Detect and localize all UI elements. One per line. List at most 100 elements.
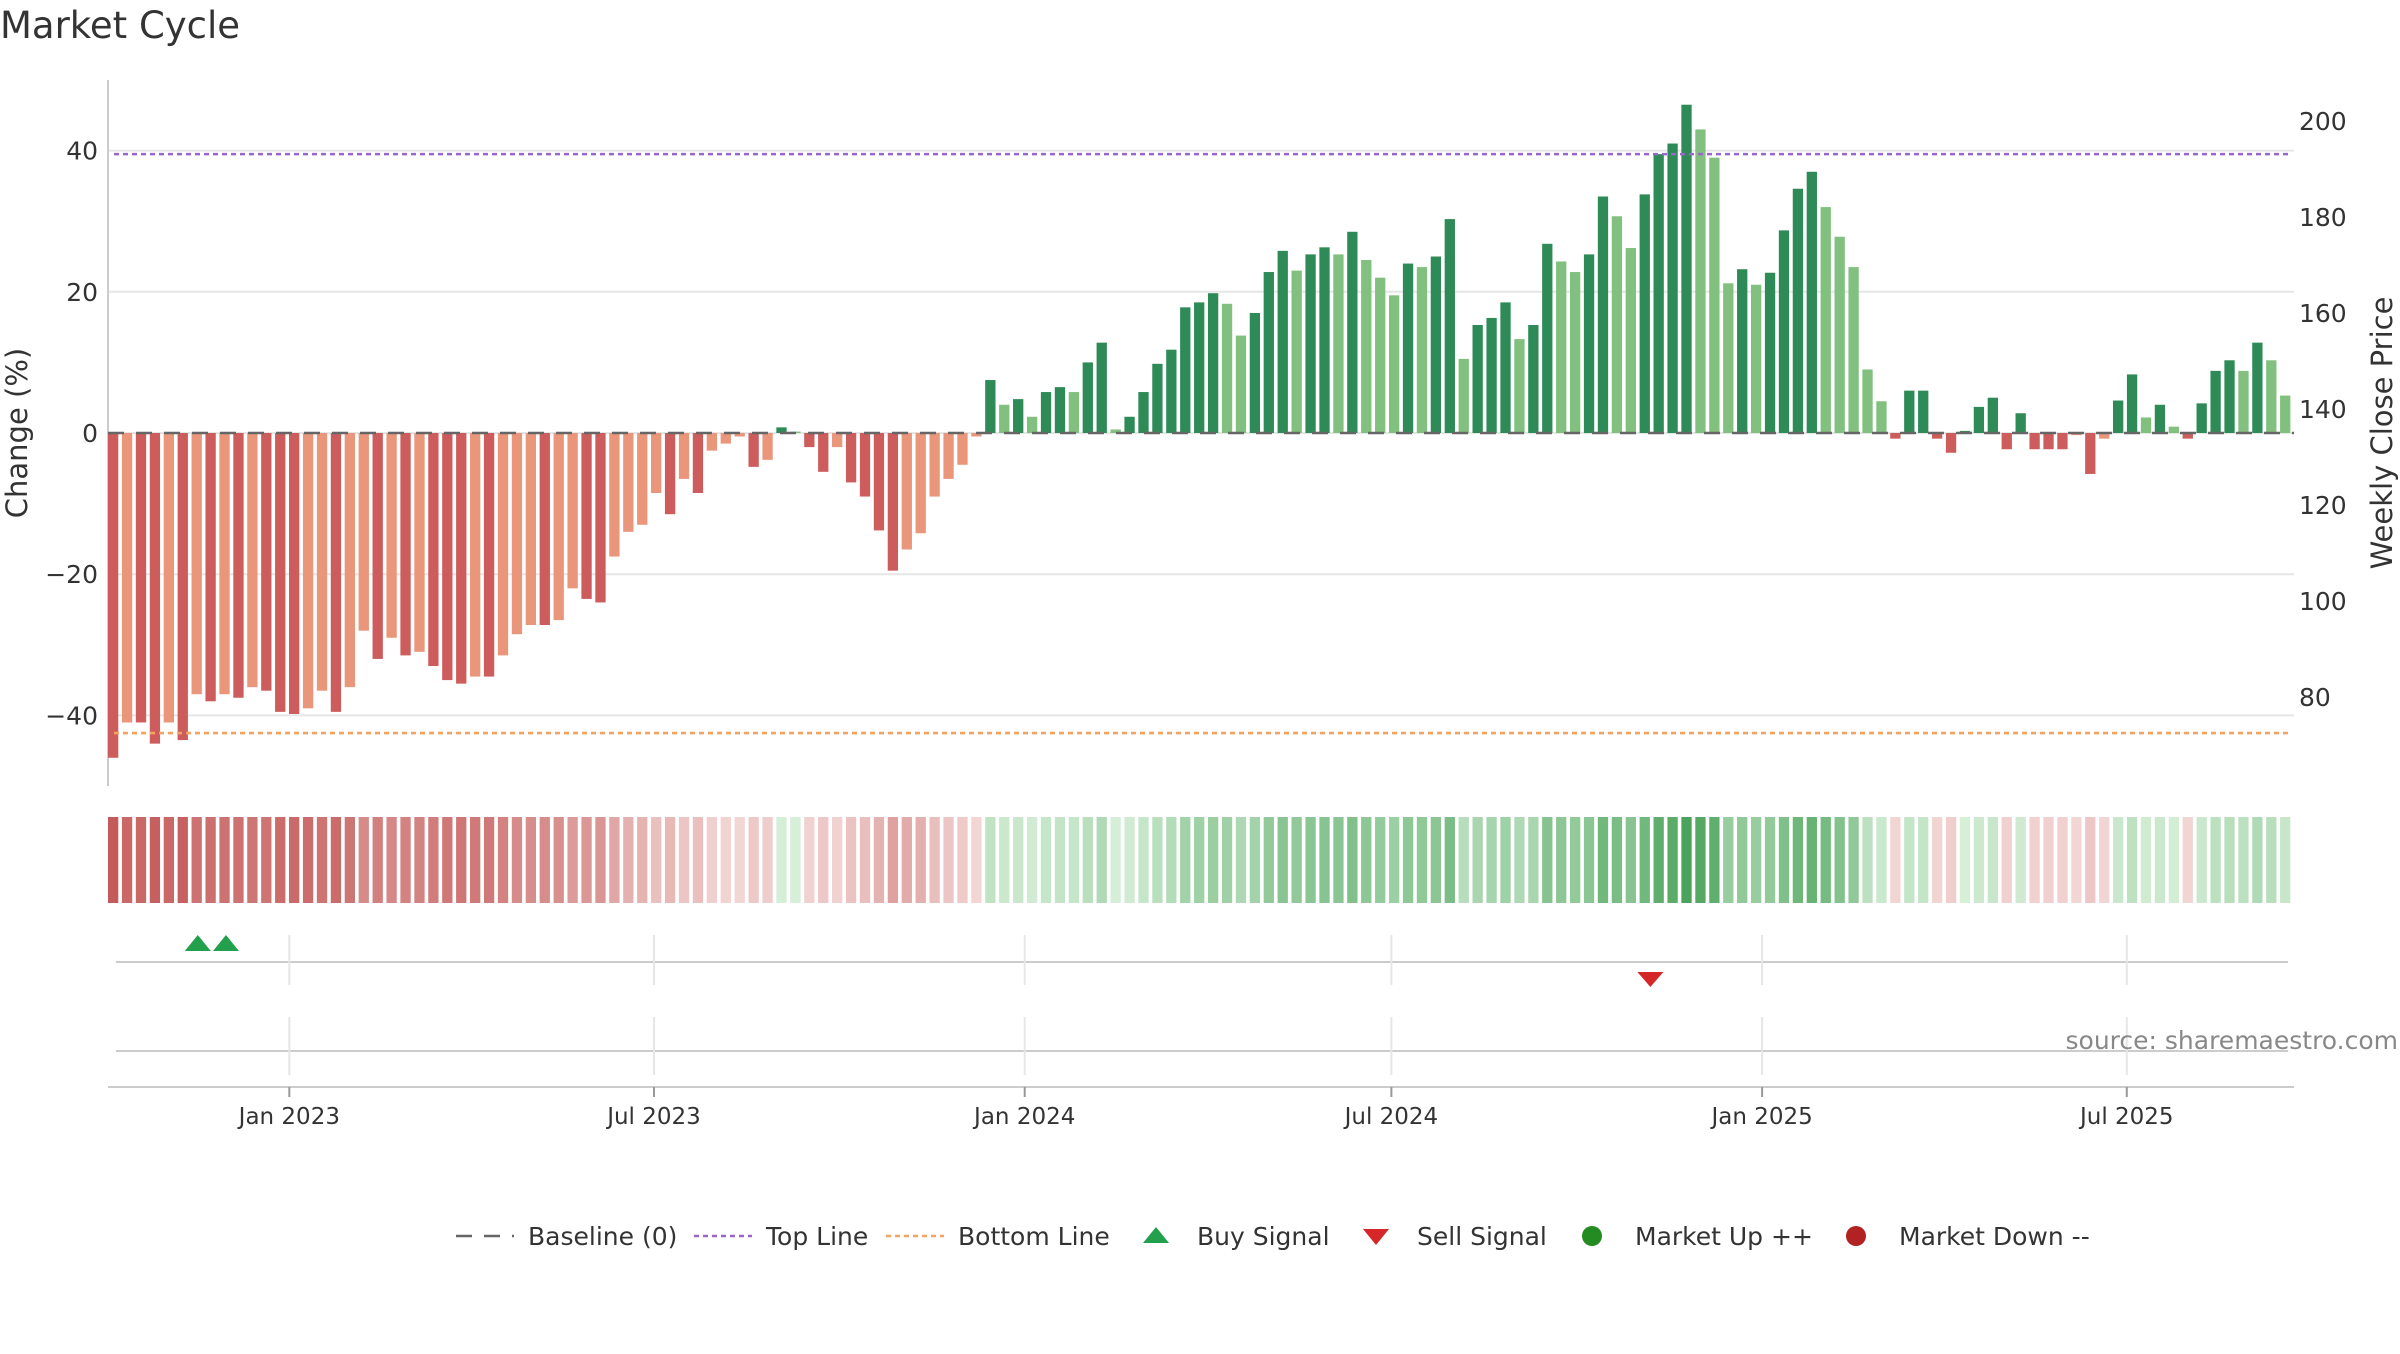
heat-cell <box>1249 817 1261 903</box>
y2-tick-label: 120 <box>2299 491 2347 520</box>
heat-cell <box>108 817 119 903</box>
change-bar <box>219 433 230 695</box>
change-bar <box>177 433 188 741</box>
heat-cell <box>2154 817 2166 903</box>
change-bar <box>1542 243 1553 433</box>
heat-cell <box>1277 817 1288 903</box>
x-tick-label: Jan 2023 <box>237 1104 340 1130</box>
change-bar <box>261 433 272 691</box>
change-bar <box>553 433 564 621</box>
change-bar <box>748 433 759 467</box>
heat-cell <box>2085 817 2096 903</box>
heat-cell <box>1458 817 1469 903</box>
heat-cell <box>1834 817 1845 903</box>
legend-label: Top Line <box>765 1222 868 1251</box>
heat-cell <box>2140 817 2152 903</box>
change-bar <box>1235 335 1247 433</box>
change-bar <box>762 433 773 460</box>
change-bar <box>1096 342 1107 433</box>
heat-cell <box>511 817 523 903</box>
heat-cell <box>887 817 899 903</box>
heat-cell <box>1347 817 1358 903</box>
heat-cell <box>1876 817 1887 903</box>
heat-cell <box>985 817 996 903</box>
change-bar <box>1528 324 1539 433</box>
change-bar <box>1625 248 1636 433</box>
change-bar <box>776 427 787 433</box>
heat-cell <box>1291 817 1302 903</box>
heat-cell <box>400 817 411 903</box>
heat-cell <box>1820 817 1831 903</box>
y2-tick-label: 80 <box>2299 683 2331 712</box>
heat-cell <box>330 817 342 903</box>
heat-cell <box>1597 817 1609 903</box>
change-bar <box>1361 260 1372 433</box>
heat-cell <box>2210 817 2221 903</box>
change-bar <box>804 433 815 448</box>
change-bar <box>1430 256 1442 433</box>
heat-cell <box>1583 817 1595 903</box>
change-bar <box>1500 302 1511 433</box>
y-tick-label: 40 <box>66 137 98 166</box>
legend-label: Sell Signal <box>1417 1222 1547 1251</box>
change-bar <box>1333 254 1344 433</box>
heat-cell <box>2029 817 2040 903</box>
y-tick-label: 0 <box>82 419 98 448</box>
heat-cell <box>1625 817 1636 903</box>
change-bar <box>1291 270 1302 433</box>
legend-swatch-market-down <box>1846 1226 1866 1246</box>
change-bar <box>1180 307 1191 433</box>
change-bar <box>845 433 857 483</box>
change-bar <box>135 433 147 723</box>
heat-cell <box>344 817 356 903</box>
y2-tick-label: 160 <box>2299 299 2347 328</box>
change-bar <box>1110 429 1121 433</box>
change-bar <box>470 433 481 677</box>
heat-cell <box>302 817 314 903</box>
heat-cell <box>1556 817 1567 903</box>
change-bar <box>957 433 968 465</box>
change-bar <box>2182 433 2193 439</box>
change-bar <box>289 433 300 714</box>
heat-cell <box>804 817 815 903</box>
heat-cell <box>163 817 174 903</box>
change-bar <box>1569 272 1581 433</box>
y-tick-label: 20 <box>66 278 98 307</box>
heat-cell <box>2168 817 2179 903</box>
change-bar <box>1750 284 1762 433</box>
heat-cell <box>1082 817 1093 903</box>
change-bar <box>400 433 411 656</box>
change-bar <box>943 433 954 479</box>
change-bar <box>623 433 634 532</box>
change-bar <box>275 433 286 712</box>
heat-cell <box>1124 817 1135 903</box>
change-bar <box>344 433 356 688</box>
heat-cell <box>1402 817 1414 903</box>
heat-cell <box>1319 817 1330 903</box>
heat-cell <box>539 817 550 903</box>
change-bar <box>2001 433 2012 450</box>
change-bar <box>442 433 453 681</box>
legend-label: Market Up ++ <box>1635 1222 1813 1251</box>
change-bar <box>1472 324 1483 433</box>
heat-cell <box>999 817 1010 903</box>
change-bar <box>1695 129 1706 434</box>
change-bar <box>1054 387 1066 433</box>
heat-cell <box>1054 817 1066 903</box>
change-bar <box>358 433 369 631</box>
heat-cell <box>1695 817 1706 903</box>
change-bar <box>1194 302 1205 433</box>
change-bar <box>191 433 202 695</box>
change-bar <box>859 433 871 497</box>
change-bar <box>2126 374 2138 433</box>
change-bar <box>2252 342 2263 433</box>
heat-cell <box>1904 817 1915 903</box>
legend-item: Top Line <box>694 1222 868 1251</box>
heat-cell <box>1486 817 1497 903</box>
heat-cell <box>553 817 564 903</box>
legend-item: Buy Signal <box>1143 1222 1330 1251</box>
change-bar <box>330 433 342 712</box>
heat-cell <box>121 817 133 903</box>
legend-swatch-sell <box>1363 1229 1389 1245</box>
heat-cell <box>2057 817 2068 903</box>
